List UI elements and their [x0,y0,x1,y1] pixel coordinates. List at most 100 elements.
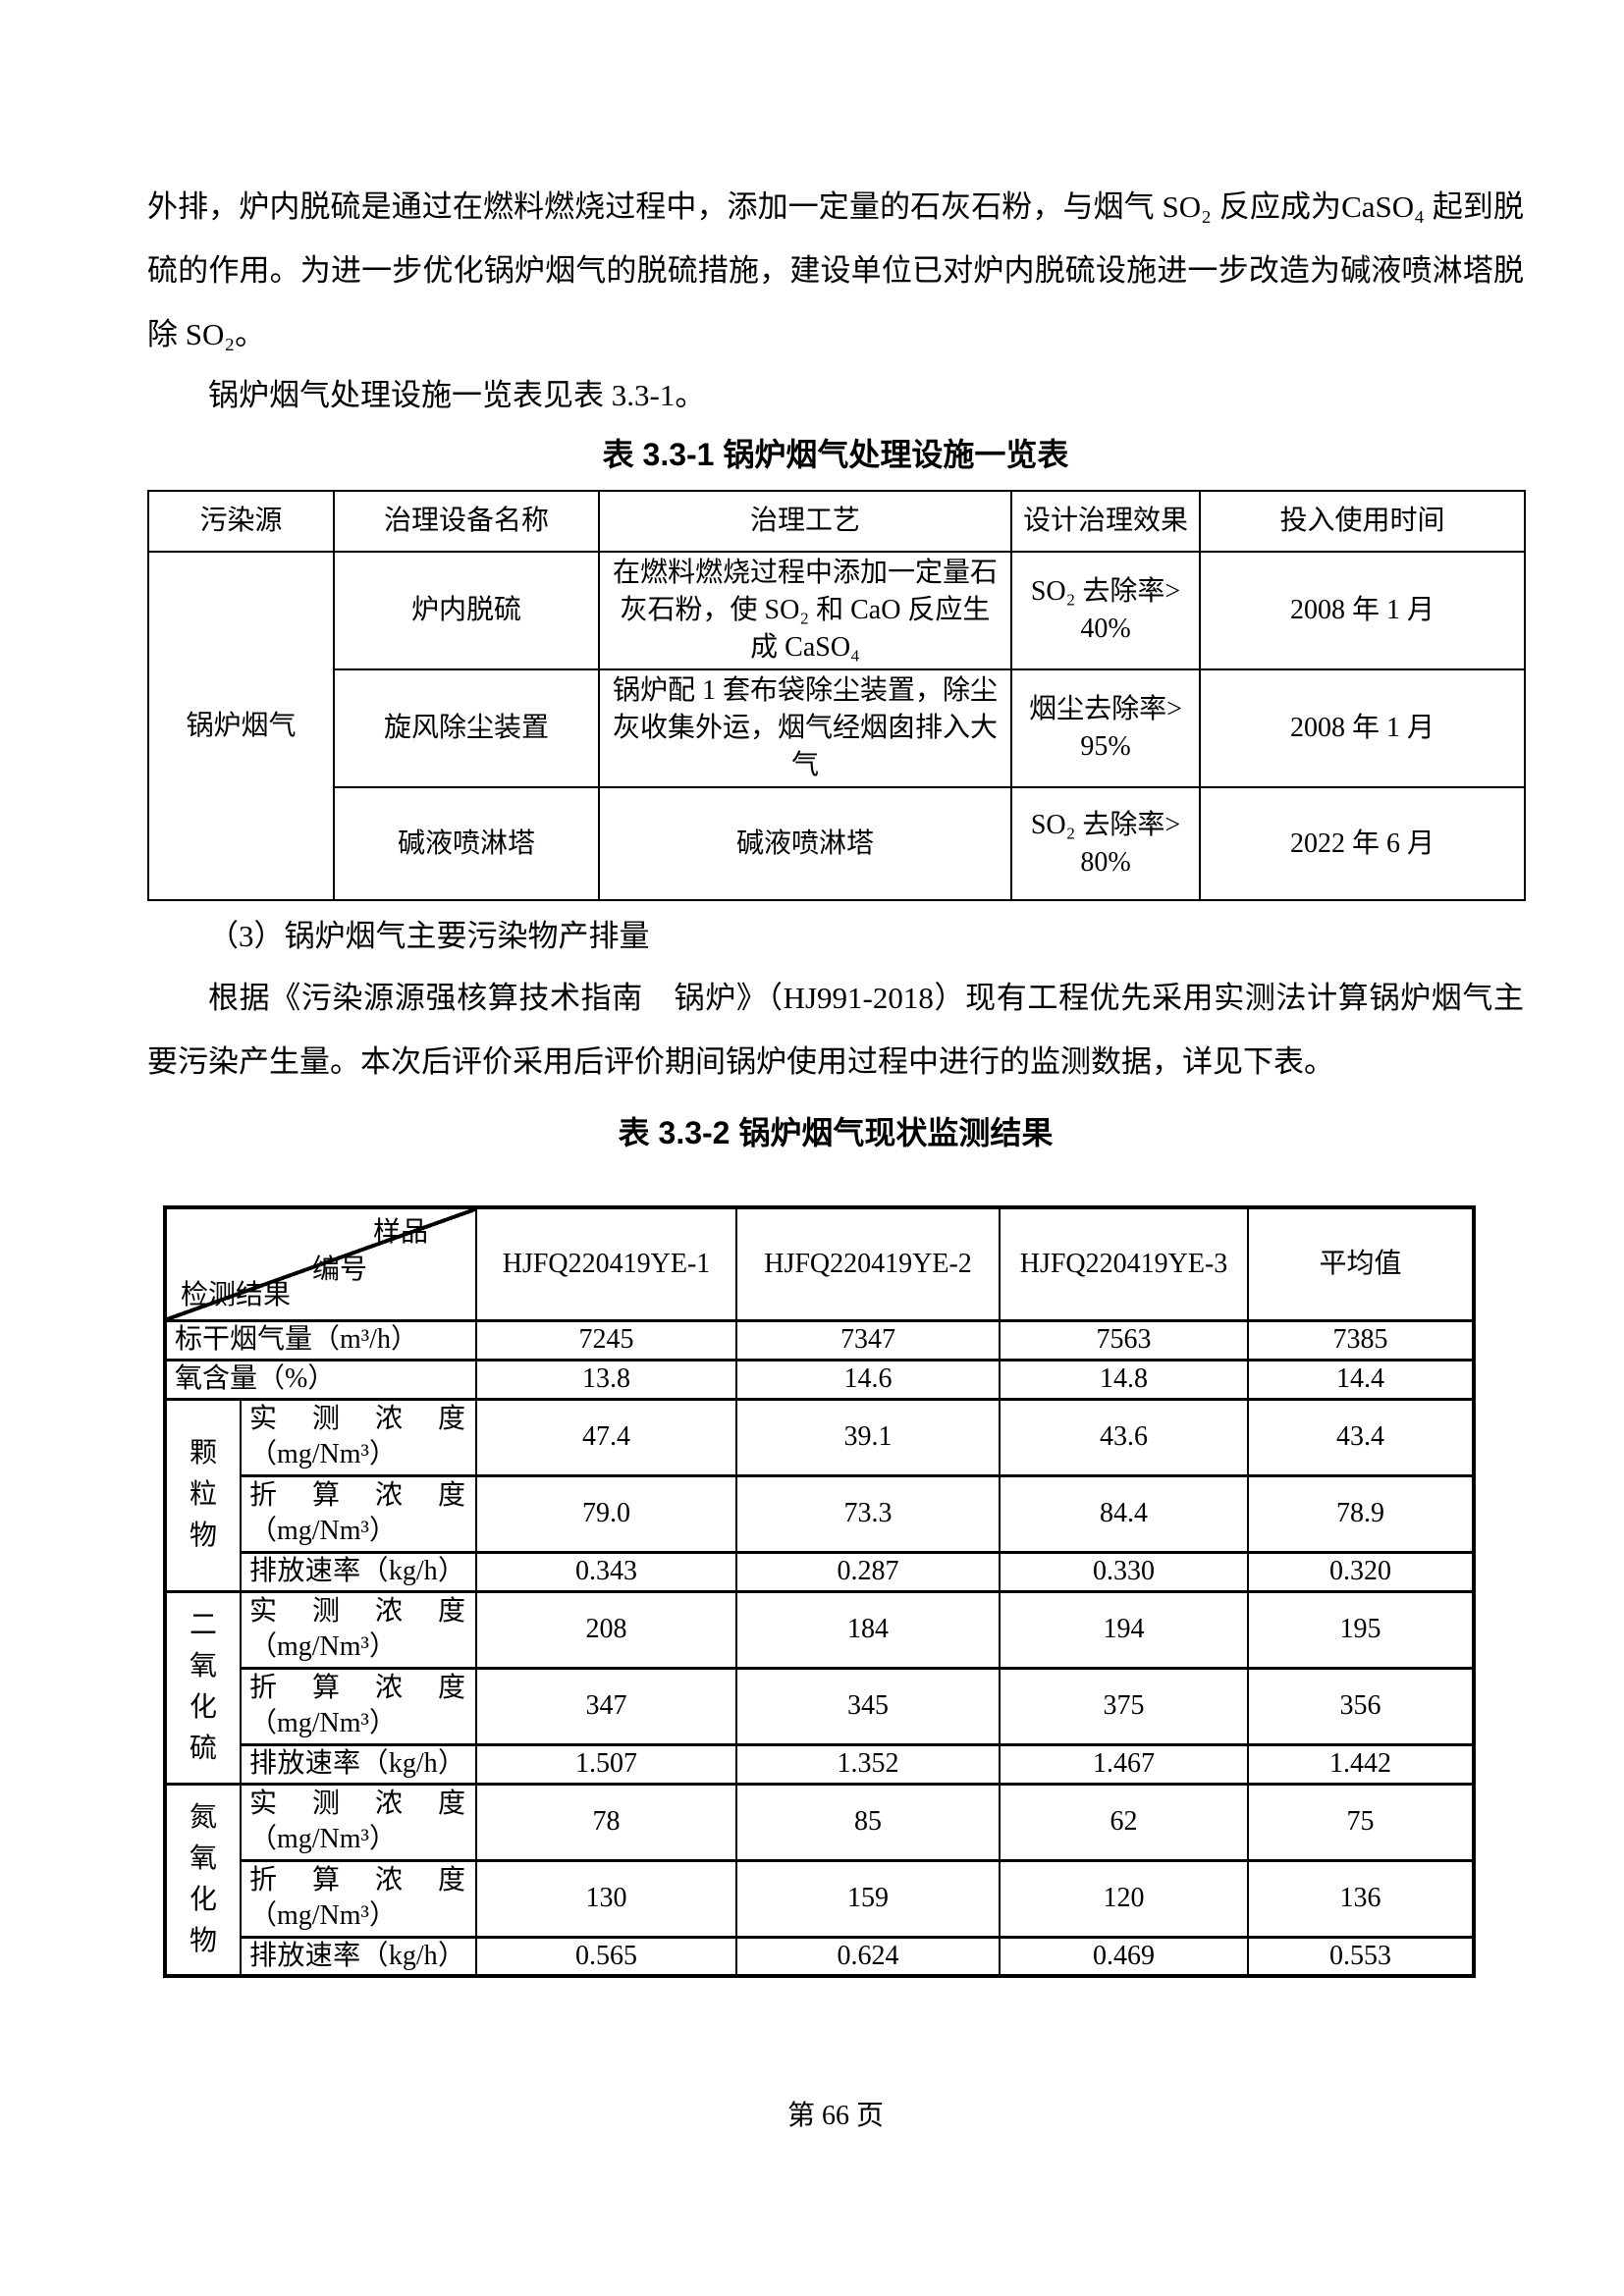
table1-process-cell: 碱液喷淋塔 [598,786,1012,901]
value-cell: 85 [735,1782,1001,1862]
value-cell: 13.8 [475,1358,737,1401]
table1-device-cell: 炉内脱硫 [333,551,600,670]
value-cell: 47.4 [475,1397,737,1477]
table2-sample-header: HJFQ220419YE-3 [999,1205,1249,1322]
table2-sample-header: HJFQ220419YE-2 [735,1205,1001,1322]
value-cell: 0.287 [735,1550,1001,1593]
table2-sample-header: HJFQ220419YE-1 [475,1205,737,1322]
value-cell: 159 [735,1858,1001,1939]
value-cell: 43.4 [1247,1397,1475,1477]
page-number: 第 66 页 [786,2101,884,2131]
table1-header-process: 治理工艺 [598,490,1012,553]
value-cell: 120 [999,1858,1249,1939]
table1-device-cell: 旋风除尘装置 [333,668,600,788]
table2-row-so2-measured: 二氧化硫 实 测 浓 度 （mg/Nm³） 208 184 194 195 [164,1589,1475,1786]
table1-row-in-furnace: 锅炉烟气 炉内脱硫 在燃料燃烧过程中添加一定量石灰石粉，使 SO₂ 和 CaO … [147,551,1526,901]
value-cell: 73.3 [735,1473,1001,1554]
table2-row-oxygen: 氧含量（%） 13.8 14.6 14.8 14.4 [164,1358,1475,1401]
table2-row-pm-measured: 颗粒物 实 测 浓 度 （mg/Nm³） 47.4 39.1 43.6 43.4 [164,1397,1475,1593]
table2-sample-header: 平均值 [1247,1205,1475,1322]
group-label-pm: 颗粒物 [164,1397,242,1593]
table2-row-so2-rate: 排放速率（kg/h） 1.507 1.352 1.467 1.442 [165,1742,1475,1786]
value-cell: 0.330 [999,1550,1249,1593]
param-label: 折 算 浓 度 （mg/Nm³） [240,1858,477,1939]
table2-header-row: 样品 编号 检测结果 HJFQ220419YE-1 HJFQ220419YE-2… [164,1205,1475,1322]
paragraph-desulfurization: 外排，炉内脱硫是通过在燃料燃烧过程中，添加一定量的石灰石粉，与烟气 SO₂ 反应… [147,189,1524,351]
table2-title: 表 3.3-2 锅炉烟气现状监测结果 [618,1115,1054,1150]
table1-effect-cell: 烟尘去除率> 95% [1010,668,1201,788]
value-cell: 0.469 [999,1935,1249,1978]
table2-row-so2-converted: 折 算 浓 度 （mg/Nm³） 347 345 375 356 [165,1666,1475,1746]
value-cell: 84.4 [999,1473,1249,1554]
table1-header-effect: 设计治理效果 [1010,490,1201,553]
value-cell: 75 [1247,1782,1475,1862]
corner-label-result: 检测结果 [181,1279,292,1310]
table1-header-date: 投入使用时间 [1199,490,1526,553]
param-label: 折 算 浓 度 （mg/Nm³） [240,1666,477,1746]
param-label: 折 算 浓 度 （mg/Nm³） [240,1473,477,1554]
param-label: 实 测 浓 度 （mg/Nm³） [240,1397,477,1477]
value-cell: 195 [1247,1589,1475,1670]
value-cell: 1.442 [1247,1742,1475,1786]
table-monitoring-results: 样品 编号 检测结果 HJFQ220419YE-1 HJFQ220419YE-2… [163,1205,1476,1978]
value-cell: 1.352 [735,1742,1001,1786]
value-cell: 0.320 [1247,1550,1475,1593]
table1-row-cyclone: 旋风除尘装置 锅炉配 1 套布袋除尘装置，除尘灰收集外运，烟气经烟囱排入大气 烟… [148,668,1526,788]
value-cell: 130 [475,1858,737,1939]
row-label: 标干烟气量（m³/h） [164,1318,477,1362]
value-cell: 345 [735,1666,1001,1746]
paragraph-section3: （3）锅炉烟气主要污染物产排量 [208,919,650,953]
value-cell: 62 [999,1782,1249,1862]
value-cell: 0.343 [475,1550,737,1593]
paragraph-monitoring: 根据《污染源源强核算技术指南 锅炉》（HJ991-2018）现有工程优先采用实测… [147,981,1524,1079]
table2-row-pm-converted: 折 算 浓 度 （mg/Nm³） 79.0 73.3 84.4 78.9 [165,1473,1475,1554]
value-cell: 39.1 [735,1397,1001,1477]
value-cell: 184 [735,1589,1001,1670]
value-cell: 0.624 [735,1935,1001,1978]
table1-row-spray-tower: 碱液喷淋塔 碱液喷淋塔 SO₂ 去除率> 80% 2022 年 6 月 [148,786,1526,901]
corner-label-sample: 样品 [372,1217,428,1248]
value-cell: 1.467 [999,1742,1249,1786]
value-cell: 1.507 [475,1742,737,1786]
group-label-nox: 氮氧化物 [164,1782,242,1978]
value-cell: 43.6 [999,1397,1249,1477]
table1-source-cell: 锅炉烟气 [147,551,335,901]
value-cell: 0.553 [1247,1935,1475,1978]
table2-row-flue-volume: 标干烟气量（m³/h） 7245 7347 7563 7385 [164,1318,1475,1362]
value-cell: 78 [475,1782,737,1862]
value-cell: 7245 [475,1318,737,1362]
table2-row-nox-measured: 氮氧化物 实 测 浓 度 （mg/Nm³） 78 85 62 75 [164,1782,1475,1978]
table2-corner-cell: 样品 编号 检测结果 [164,1205,477,1322]
table1-device-cell: 碱液喷淋塔 [333,786,600,901]
param-label: 排放速率（kg/h） [240,1550,477,1593]
table1-date-cell: 2022 年 6 月 [1199,786,1526,901]
value-cell: 347 [475,1666,737,1746]
table2-row-pm-rate: 排放速率（kg/h） 0.343 0.287 0.330 0.320 [165,1550,1475,1593]
value-cell: 78.9 [1247,1473,1475,1554]
value-cell: 208 [475,1589,737,1670]
table1-process-cell: 锅炉配 1 套布袋除尘装置，除尘灰收集外运，烟气经烟囱排入大气 [598,668,1012,788]
table1-header-device: 治理设备名称 [333,490,600,553]
table2-row-nox-rate: 排放速率（kg/h） 0.565 0.624 0.469 0.553 [165,1935,1475,1978]
value-cell: 194 [999,1589,1249,1670]
param-label: 实 测 浓 度 （mg/Nm³） [240,1589,477,1670]
table-flue-gas-treatment: 污染源 治理设备名称 治理工艺 设计治理效果 投入使用时间 锅炉烟气 炉内脱硫 … [147,490,1526,901]
value-cell: 375 [999,1666,1249,1746]
table1-date-cell: 2008 年 1 月 [1199,668,1526,788]
value-cell: 14.8 [999,1358,1249,1401]
table1-effect-cell: SO₂ 去除率> 80% [1010,786,1201,901]
value-cell: 14.6 [735,1358,1001,1401]
table1-header-row: 污染源 治理设备名称 治理工艺 设计治理效果 投入使用时间 [147,490,1526,553]
value-cell: 0.565 [475,1935,737,1978]
value-cell: 14.4 [1247,1358,1475,1401]
param-label: 排放速率（kg/h） [240,1742,477,1786]
table1-effect-cell: SO₂ 去除率> 40% [1010,551,1201,670]
table1-title: 表 3.3-1 锅炉烟气处理设施一览表 [602,437,1069,472]
table1-header-source: 污染源 [147,490,335,553]
row-label: 氧含量（%） [164,1358,477,1401]
value-cell: 136 [1247,1858,1475,1939]
group-label-so2: 二氧化硫 [164,1589,242,1786]
param-label: 排放速率（kg/h） [240,1935,477,1978]
value-cell: 79.0 [475,1473,737,1554]
table2-row-nox-converted: 折 算 浓 度 （mg/Nm³） 130 159 120 136 [165,1858,1475,1939]
